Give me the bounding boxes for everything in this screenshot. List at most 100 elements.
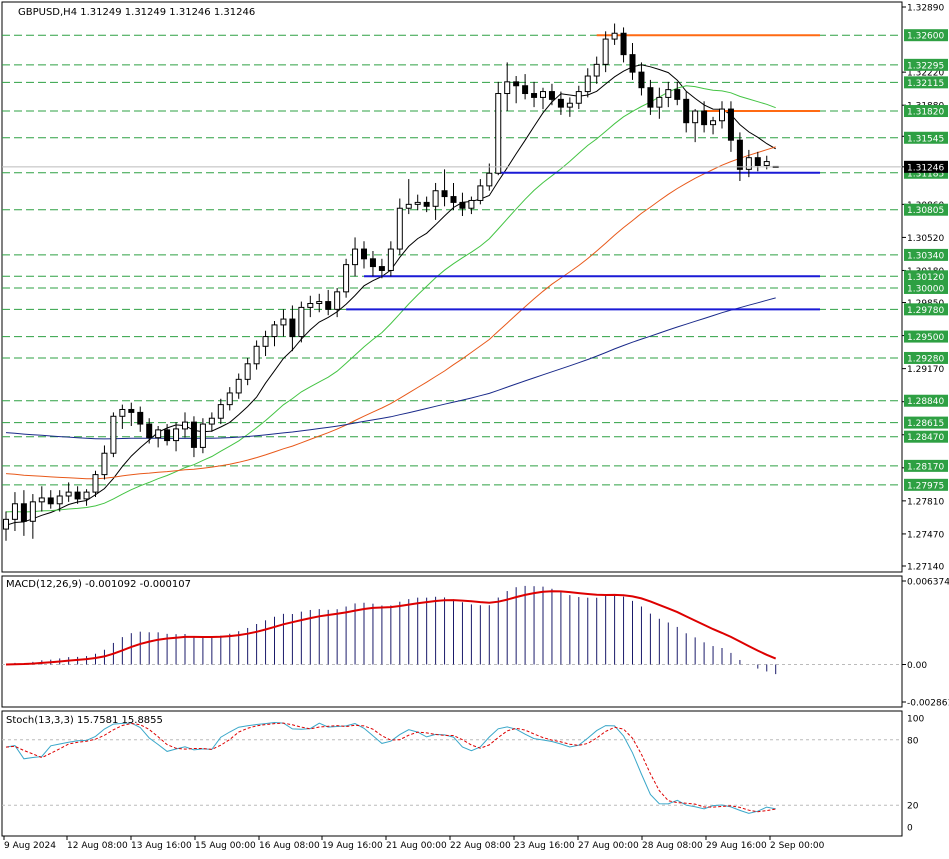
- candle-body: [584, 75, 591, 93]
- level-label: 1.31820: [907, 108, 944, 118]
- candle-body: [423, 201, 430, 207]
- level-label-bg: [904, 430, 948, 443]
- level-label-bg: [904, 303, 948, 316]
- level-label-bg: [904, 281, 948, 294]
- candle-body: [548, 91, 555, 100]
- level-label-bg: [904, 416, 948, 429]
- candle-body: [173, 428, 180, 442]
- level-label: 1.30340: [907, 251, 944, 261]
- candle-body: [647, 87, 654, 108]
- time-axis: 9 Aug 2024 12 Aug 08:00 13 Aug 16:00 15 Aug…: [3, 836, 825, 851]
- candle-body: [701, 110, 708, 126]
- candle-body: [3, 518, 9, 530]
- candle-body: [575, 91, 582, 104]
- candle-body: [343, 264, 350, 293]
- candle-body: [20, 503, 27, 522]
- candle-body: [47, 497, 54, 505]
- level-label: 1.28170: [907, 462, 944, 472]
- candle-body: [638, 71, 645, 89]
- candle-body: [146, 423, 153, 439]
- level-label: 1.32295: [907, 61, 944, 71]
- candle-body: [495, 93, 502, 174]
- level-label-bg: [904, 248, 948, 261]
- candle-body: [414, 201, 421, 205]
- level-label: 1.28615: [907, 419, 944, 429]
- candle-body: [745, 157, 752, 170]
- stoch-tick-label: 20: [907, 802, 919, 812]
- level-label: 1.32600: [907, 32, 944, 42]
- time-label: 28 Aug 08:00: [642, 841, 703, 851]
- price-tick-label: 1.27810: [907, 497, 944, 507]
- time-label: 13 Aug 16:00: [131, 841, 192, 851]
- level-label-bg: [904, 76, 948, 89]
- stoch-main-line: [5, 721, 776, 814]
- stoch-tick-label: 80: [907, 736, 919, 746]
- candle-body: [307, 303, 314, 308]
- level-label: 1.29500: [907, 333, 944, 343]
- candle-body: [504, 81, 511, 95]
- price-panel: 1.328901.322201.318801.315601.312461.308…: [1, 1, 948, 573]
- candle-body: [719, 108, 725, 122]
- level-label-bg: [904, 478, 948, 491]
- candle-body: [450, 196, 457, 203]
- time-label: 19 Aug 16:00: [322, 841, 383, 851]
- time-label: 21 Aug 00:00: [386, 841, 447, 851]
- level-label: 1.29280: [907, 354, 944, 364]
- symbol-header: GBPUSD,H4 1.31249 1.31249 1.31246 1.3124…: [18, 7, 255, 18]
- candle-body: [271, 324, 278, 338]
- candle-body: [396, 207, 403, 250]
- stoch-frame: [1, 710, 903, 837]
- candle-body: [208, 417, 215, 425]
- candle-body: [128, 408, 135, 413]
- candle-body: [611, 32, 618, 40]
- stoch-tick-label: 100: [907, 715, 924, 725]
- level-label-bg: [904, 459, 948, 472]
- candle-body: [101, 452, 108, 476]
- candle-body: [369, 258, 376, 268]
- candle-body: [29, 501, 36, 522]
- candle-body: [74, 491, 81, 500]
- level-label: 1.28470: [907, 433, 944, 443]
- ma-mid-line: [5, 85, 776, 513]
- candle-body: [629, 54, 636, 73]
- candle-body: [325, 301, 332, 310]
- candle-body: [727, 108, 734, 141]
- time-label: 9 Aug 2024: [4, 841, 56, 851]
- level-label-bg: [904, 351, 948, 364]
- stoch-signal-line: [5, 722, 776, 813]
- candle-body: [217, 404, 224, 419]
- candle-body: [378, 266, 385, 271]
- candle-body: [540, 91, 546, 98]
- candle-body: [593, 63, 600, 77]
- level-label-bg: [904, 270, 948, 283]
- macd-tick-label: 0.00: [907, 661, 927, 671]
- candle-body: [56, 495, 63, 505]
- candle-body: [182, 421, 188, 430]
- candle-body: [692, 110, 699, 124]
- level-label: 1.31545: [907, 134, 944, 144]
- candle-body: [226, 392, 233, 406]
- time-label: 2 Sep 00:00: [770, 841, 825, 851]
- candle-body: [352, 248, 359, 266]
- current-price-label: 1.31246: [907, 163, 944, 173]
- candle-body: [190, 421, 197, 448]
- macd-tick-label: -0.002861: [907, 699, 949, 709]
- candle-body: [92, 474, 99, 493]
- ma-long-line: [5, 297, 776, 440]
- time-label: 27 Aug 00:00: [578, 841, 639, 851]
- candle-body: [199, 423, 206, 448]
- candle-body: [468, 199, 475, 209]
- candle-body: [683, 98, 690, 124]
- time-label: 29 Aug 16:00: [706, 841, 767, 851]
- level-label: 1.29780: [907, 306, 944, 316]
- candle-body: [477, 185, 484, 201]
- time-label: 16 Aug 08:00: [259, 841, 320, 851]
- candle-body: [164, 429, 171, 442]
- candle-body: [334, 291, 341, 310]
- candle-body: [244, 363, 251, 380]
- time-label: 12 Aug 08:00: [67, 841, 128, 851]
- time-label: 23 Aug 16:00: [514, 841, 575, 851]
- candle-body: [280, 318, 287, 326]
- stoch-header: Stoch(13,3,3) 15.7581 15.8855: [6, 715, 163, 726]
